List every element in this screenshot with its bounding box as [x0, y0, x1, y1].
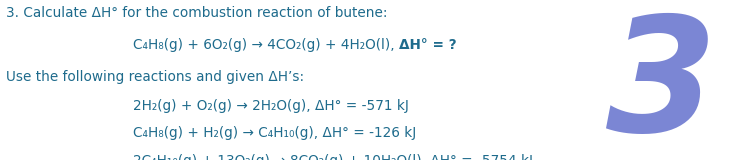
Text: C₄H₈(g) + 6O₂(g) → 4CO₂(g) + 4H₂O(l),: C₄H₈(g) + 6O₂(g) → 4CO₂(g) + 4H₂O(l),: [133, 38, 399, 52]
Text: Use the following reactions and given ΔH’s:: Use the following reactions and given ΔH…: [6, 70, 304, 84]
Text: ΔH° = ?: ΔH° = ?: [399, 38, 457, 52]
Text: C₄H₈(g) + H₂(g) → C₄H₁₀(g), ΔH° = -126 kJ: C₄H₈(g) + H₂(g) → C₄H₁₀(g), ΔH° = -126 k…: [133, 126, 416, 140]
Text: 2H₂(g) + O₂(g) → 2H₂O(g), ΔH° = -571 kJ: 2H₂(g) + O₂(g) → 2H₂O(g), ΔH° = -571 kJ: [133, 99, 409, 113]
Text: 2C₄H₁₀(g) + 13O₂(g) → 8CO₂(g) + 10H₂O(l), ΔH° = -5754 kJ: 2C₄H₁₀(g) + 13O₂(g) → 8CO₂(g) + 10H₂O(l)…: [133, 154, 533, 160]
Text: 3. Calculate ΔH° for the combustion reaction of butene:: 3. Calculate ΔH° for the combustion reac…: [6, 6, 387, 20]
Text: 3: 3: [606, 11, 717, 160]
